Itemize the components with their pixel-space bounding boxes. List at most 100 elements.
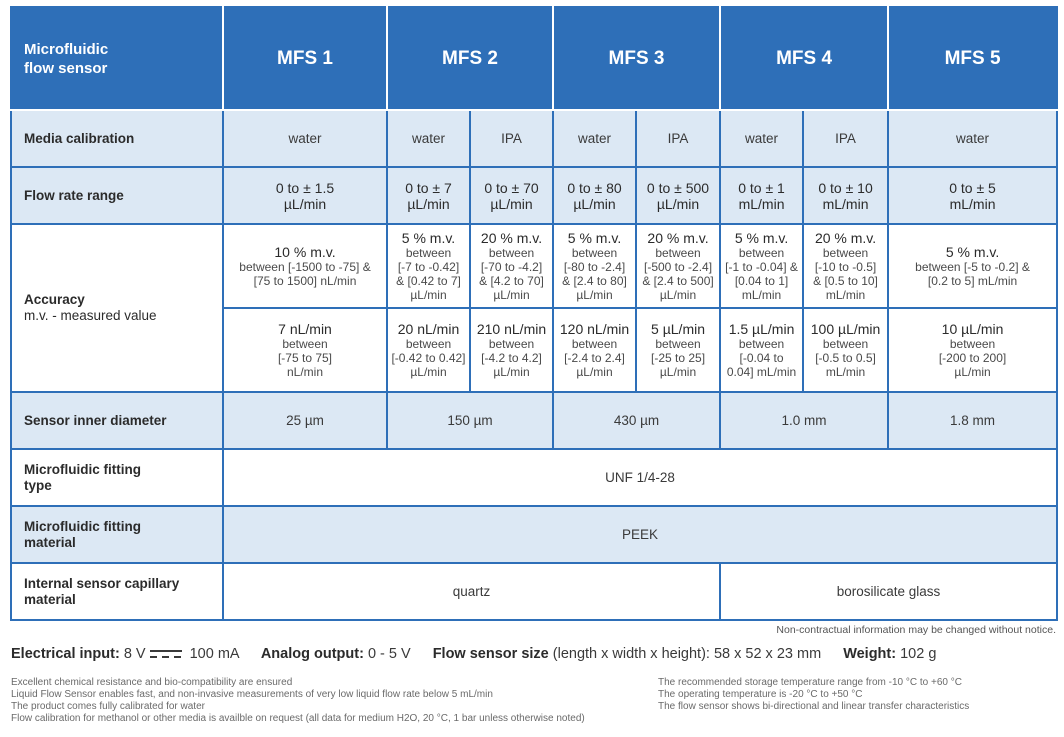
range-unit: mL/min xyxy=(738,195,785,212)
table-cell: borosilicate glass xyxy=(719,562,1059,621)
table-cell: PEEK xyxy=(221,505,1059,564)
range-unit: mL/min xyxy=(949,195,996,212)
accuracy-range: mL/min xyxy=(741,288,782,302)
spec-value: 8 V xyxy=(123,646,146,662)
accuracy-value: 1.5 µL/min xyxy=(728,321,795,337)
spec-value: 0 - 5 V xyxy=(367,646,411,662)
table-cell: water xyxy=(222,109,388,168)
accuracy-range: [-2.4 to 2.4] xyxy=(564,351,625,365)
accuracy-range: between xyxy=(488,337,535,351)
accuracy-range: [0.04 to 1] xyxy=(734,274,789,288)
table-cell: 20 % m.v. between [-10 to -0.5] & [0.5 to 1… xyxy=(802,223,890,309)
table-cell: IPA xyxy=(635,109,722,168)
table-cell: 0 to ± 80 µL/min xyxy=(552,166,638,225)
accuracy-range: [-10 to -0.5] xyxy=(814,260,877,274)
spec-label: Analog output: xyxy=(260,646,364,662)
accuracy-range: µL/min xyxy=(493,365,530,379)
table-cell: 120 nL/min between [-2.4 to 2.4] µL/min xyxy=(552,307,638,393)
model-header-mfs5: MFS 5 xyxy=(887,6,1059,111)
row-label-line: Internal sensor capillary xyxy=(24,575,180,591)
model-header-mfs3: MFS 3 xyxy=(552,6,722,111)
row-label: Internal sensor capillary material xyxy=(10,562,224,621)
accuracy-value: 7 nL/min xyxy=(278,321,332,337)
accuracy-range: [-200 to 200] xyxy=(938,351,1007,365)
spec-label: Flow sensor size xyxy=(432,646,549,662)
footnote: Flow calibration for methanol or other m… xyxy=(11,713,585,724)
accuracy-range: between xyxy=(822,246,869,260)
accuracy-range: between xyxy=(405,246,452,260)
disclaimer-notice: Non-contractual information may be chang… xyxy=(776,624,1056,636)
table-cell: 100 µL/min between [-0.5 to 0.5] mL/min xyxy=(802,307,890,393)
footnote: The product comes fully calibrated for w… xyxy=(11,701,205,712)
table-cell: 5 % m.v. between [-80 to -2.4] & [2.4 to 80… xyxy=(552,223,638,309)
table-cell: water xyxy=(386,109,471,168)
footnotes-right: The recommended storage temperature rang… xyxy=(658,677,969,713)
spec-value: (length x width x height): 58 x 52 x 23 … xyxy=(552,646,822,662)
accuracy-value: 10 µL/min xyxy=(941,321,1004,337)
row-label: Sensor inner diameter xyxy=(10,391,224,450)
accuracy-range: between xyxy=(949,337,996,351)
accuracy-range: & [0.5 to 10] xyxy=(813,274,878,288)
spec-value: 100 mA xyxy=(189,646,239,662)
range-unit: µL/min xyxy=(407,195,450,212)
accuracy-range: & [2.4 to 500] xyxy=(642,274,714,288)
accuracy-row-1: Accuracy m.v. - measured value 10 % m.v.… xyxy=(10,223,1059,393)
table-cell: 5 % m.v. between [-1 to -0.04] & [0.04 to 1… xyxy=(719,223,805,309)
table-cell: 0 to ± 10 mL/min xyxy=(802,166,890,225)
accuracy-value: 20 % m.v. xyxy=(480,230,543,246)
range-unit: µL/min xyxy=(283,195,327,212)
accuracy-range: between xyxy=(655,246,701,260)
accuracy-range: [-80 to -2.4] xyxy=(563,260,626,274)
table-cell: 0 to ± 5 mL/min xyxy=(887,166,1059,225)
accuracy-range: mL/min xyxy=(825,365,866,379)
accuracy-range: nL/min xyxy=(286,365,324,379)
footnote: The flow sensor shows bi-directional and… xyxy=(658,701,970,712)
accuracy-range: [0.2 to 5] mL/min xyxy=(927,274,1018,288)
table-cell: 20 % m.v. between [-500 to -2.4] & [2.4 to … xyxy=(635,223,722,309)
table-cell: water xyxy=(887,109,1059,168)
table-cell: IPA xyxy=(802,109,890,168)
media-calibration-row: Media calibration water water IPA water … xyxy=(10,109,1059,168)
table-cell: 430 µm xyxy=(552,391,722,450)
accuracy-value: 20 nL/min xyxy=(397,321,460,337)
range-value: 0 to ± 5 xyxy=(949,179,996,196)
accuracy-range: [75 to 1500] nL/min xyxy=(253,274,357,288)
range-unit: µL/min xyxy=(656,195,700,212)
accuracy-range: & [4.2 to 70] xyxy=(479,274,544,288)
table-corner-title: Microfluidic flow sensor xyxy=(10,6,224,111)
table-cell: quartz xyxy=(221,562,722,621)
table-cell: 5 µL/min between [-25 to 25] µL/min xyxy=(635,307,722,393)
table-cell: 1.8 mm xyxy=(887,391,1059,450)
accuracy-range: µL/min xyxy=(410,365,447,379)
row-label-line: type xyxy=(24,477,52,493)
accuracy-range: µL/min xyxy=(410,288,447,302)
spec-label: Weight: xyxy=(843,646,897,662)
accuracy-range: µL/min xyxy=(576,288,613,302)
accuracy-value: 5 µL/min xyxy=(651,321,706,337)
footnote: The operating temperature is -20 °C to +… xyxy=(658,689,863,700)
accuracy-range: µL/min xyxy=(659,288,697,302)
accuracy-label: Accuracy xyxy=(24,292,85,307)
accuracy-value: 10 % m.v. xyxy=(274,244,336,260)
range-value: 0 to ± 80 xyxy=(567,179,622,196)
accuracy-range: between [-1500 to -75] & xyxy=(239,260,371,274)
accuracy-range: between xyxy=(571,246,618,260)
range-unit: mL/min xyxy=(822,195,869,212)
model-header-mfs4: MFS 4 xyxy=(719,6,890,111)
row-label: Accuracy m.v. - measured value xyxy=(10,223,224,393)
accuracy-range: µL/min xyxy=(576,365,613,379)
accuracy-value: 5 % m.v. xyxy=(401,230,456,246)
spec-value: 102 g xyxy=(900,646,937,662)
table-cell: water xyxy=(552,109,638,168)
table-cell: 0 to ± 7 µL/min xyxy=(386,166,471,225)
accuracy-value: 5 % m.v. xyxy=(567,230,622,246)
accuracy-value: 5 % m.v. xyxy=(945,244,1000,260)
accuracy-range: [-75 to 75] xyxy=(277,351,333,365)
accuracy-value: 100 µL/min xyxy=(810,321,881,337)
accuracy-range: between xyxy=(822,337,869,351)
accuracy-range: between xyxy=(655,337,701,351)
sensor-size: Flow sensor size (length x width x heigh… xyxy=(433,646,826,662)
table-cell: 20 % m.v. between [-70 to -4.2] & [4.2 to 7… xyxy=(468,223,555,309)
accuracy-value: 5 % m.v. xyxy=(734,230,789,246)
row-label: Microfluidic fitting material xyxy=(10,505,224,564)
